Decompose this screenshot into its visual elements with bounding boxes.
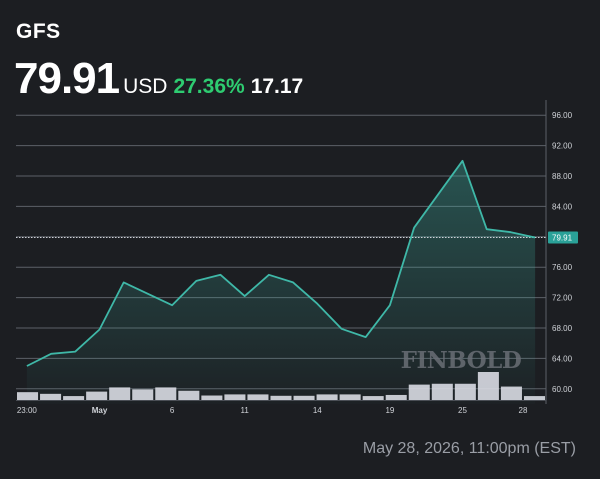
current-price: 79.91 [14,54,120,103]
price-quote: 79.91 USD 27.36% 17.17 [14,54,303,104]
timestamp: May 28, 2026, 11:00pm (EST) [362,440,576,457]
price-line [26,159,536,367]
change-percent: 27.36% [173,75,245,98]
y-tick-label: 60.00 [552,385,573,394]
volume-bar [293,395,315,400]
volume-bar [224,394,246,400]
x-tick-label: 19 [385,406,394,415]
volume-bar [178,390,200,400]
y-tick-label: 92.00 [552,142,573,151]
volume-bar [523,396,545,400]
currency-label: USD [123,75,168,98]
y-tick-label: 68.00 [552,324,573,333]
volume-bar [17,392,39,400]
y-tick-label: 76.00 [552,263,573,272]
x-tick-label: 14 [313,406,322,415]
price-area-fill [26,160,536,404]
ticker-symbol: GFS [16,20,61,43]
y-tick-label: 88.00 [552,172,573,181]
y-axis: 60.0064.0068.0072.0076.0080.0084.0088.00… [552,111,573,394]
last-price-tag-bg [548,231,578,244]
volume-bar [316,394,338,400]
volume-bar [40,393,62,400]
y-tick-label: 72.00 [552,294,573,303]
y-tick-label: 96.00 [552,111,573,120]
x-tick-label: 23:00 [17,406,38,415]
volume-bar [454,383,476,400]
y-tick-label: 84.00 [552,202,573,211]
x-tick-label: 25 [458,406,467,415]
last-price-tag: 79.91 [548,231,578,244]
finbold-watermark: FINBOLD [401,347,522,374]
volume-bar [362,396,384,400]
y-tick-label: 64.00 [552,354,573,363]
change-absolute: 17.17 [250,75,304,98]
x-tick-label: May [92,406,108,415]
volume-bar [155,387,177,400]
last-price-tag-label: 79.91 [552,233,573,242]
volume-bar [63,396,85,400]
volume-bar [201,395,223,400]
x-tick-label: 6 [170,406,175,415]
x-axis: 23:00 May 6 11 14 19 25 28 [17,406,528,415]
volume-bar [500,386,522,400]
volume-bar [86,391,108,400]
volume-bar [109,387,131,400]
volume-bar [431,383,453,400]
volume-bar [385,394,407,400]
volume-bar [270,395,292,400]
volume-bar [339,394,361,400]
volume-bars [17,372,545,400]
x-tick-label: 28 [519,406,528,415]
volume-bar [247,394,269,400]
volume-bar [477,372,499,400]
x-tick-label: 11 [241,406,250,415]
volume-bar [132,389,154,400]
volume-bar [408,384,430,400]
